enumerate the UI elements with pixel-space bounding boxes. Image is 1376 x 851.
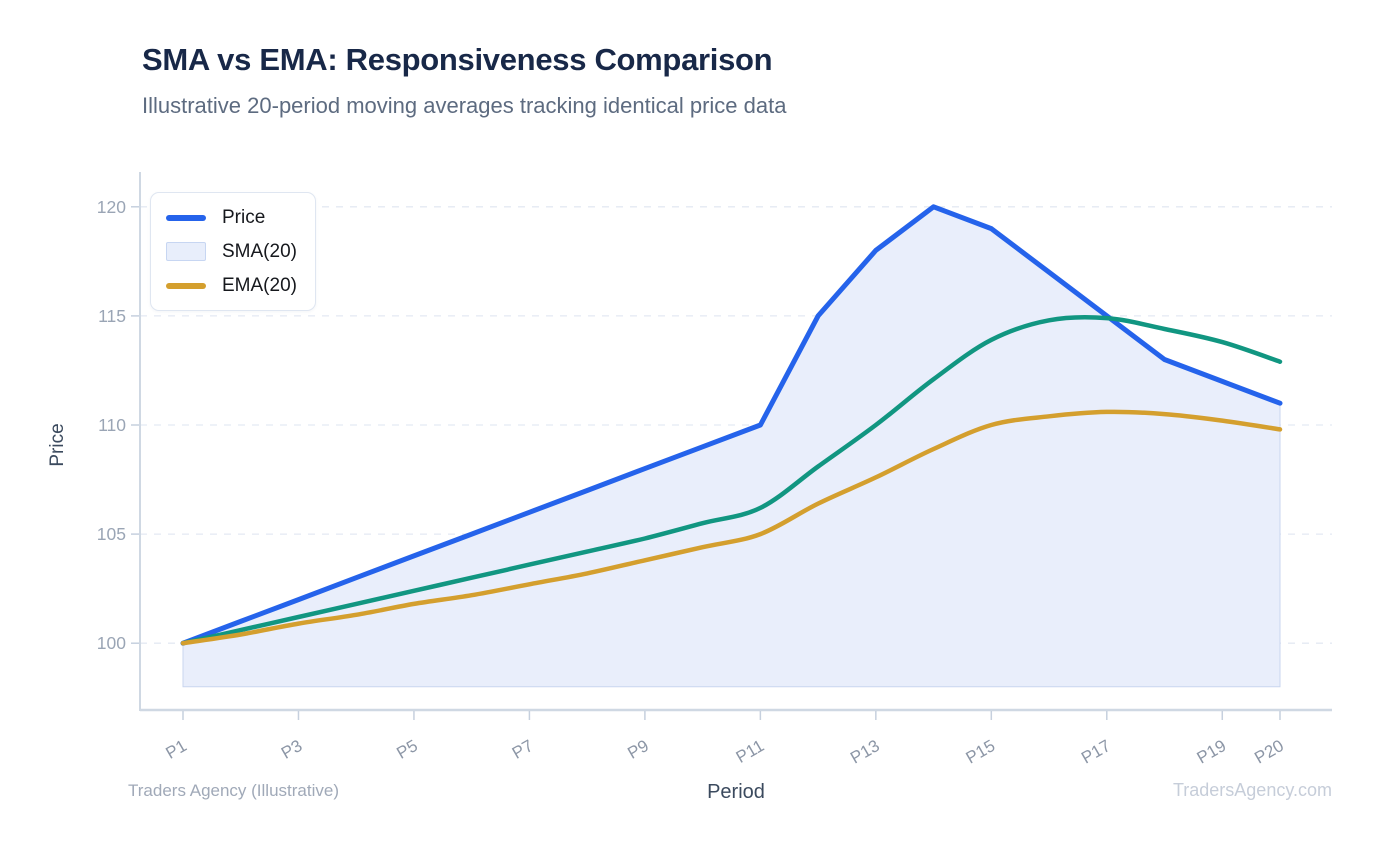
x-tick-label: P3 xyxy=(278,736,306,763)
x-tick-label: P11 xyxy=(733,736,768,767)
legend-item-price[interactable]: Price xyxy=(166,204,297,231)
footer-attribution: Traders Agency (Illustrative) xyxy=(128,781,339,800)
ema-20-line[interactable] xyxy=(180,409,1283,646)
page-subtitle: Illustrative 20-period moving averages t… xyxy=(142,93,787,118)
price-line-swatch-icon xyxy=(166,214,206,221)
y-axis-title: Price xyxy=(47,423,68,467)
x-tick-label: P17 xyxy=(1078,736,1114,768)
y-tick-label: 120 xyxy=(97,197,126,217)
y-tick-label: 115 xyxy=(98,306,126,326)
x-tick-label: P15 xyxy=(963,736,999,768)
sma-20-line[interactable] xyxy=(180,314,1283,646)
x-tick-label: P19 xyxy=(1194,736,1230,768)
legend-label-price: Price xyxy=(222,206,266,228)
x-tick-label: P1 xyxy=(162,736,190,763)
sma-fill-swatch-icon xyxy=(166,242,206,261)
x-tick-label: P7 xyxy=(509,736,537,763)
x-tick-label: P20 xyxy=(1251,736,1287,768)
page-title: SMA vs EMA: Responsiveness Comparison xyxy=(142,42,773,77)
x-tick-label: P13 xyxy=(847,736,883,768)
x-tick-label: P9 xyxy=(624,736,652,763)
price-line[interactable] xyxy=(180,204,1283,646)
x-axis-title: Period xyxy=(707,781,765,803)
footer-watermark: TradersAgency.com xyxy=(1172,780,1332,800)
legend-label-ema: EMA(20) xyxy=(222,274,297,296)
y-tick-label: 100 xyxy=(97,633,126,653)
legend-item-sma[interactable]: SMA(20) xyxy=(166,238,297,265)
ema-line-swatch-icon xyxy=(166,282,206,289)
chart-legend: Price SMA(20) EMA(20) xyxy=(150,192,316,311)
legend-item-ema[interactable]: EMA(20) xyxy=(166,272,297,299)
x-tick-label: P5 xyxy=(393,736,421,763)
y-tick-label: 110 xyxy=(98,415,126,435)
legend-label-sma: SMA(20) xyxy=(222,240,297,262)
y-tick-label: 105 xyxy=(97,524,126,544)
